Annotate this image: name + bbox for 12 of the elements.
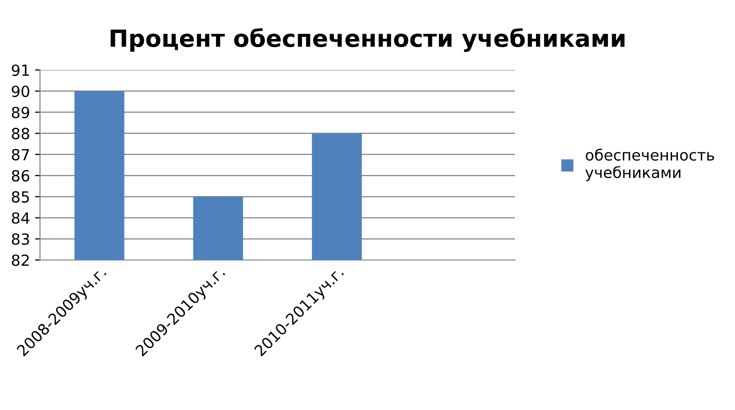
y-tick-label: 91	[12, 64, 29, 76]
y-tick-label: 88	[12, 128, 30, 140]
y-tick-label: 84	[12, 212, 30, 224]
y-tick-label: 85	[12, 191, 29, 203]
y-tick-label: 86	[12, 170, 30, 182]
y-tick-label: 83	[12, 233, 30, 245]
y-tick-label: 87	[12, 148, 29, 160]
chart-title: Процент обеспеченности учебниками	[110, 28, 624, 52]
y-tick-label: 89	[12, 106, 30, 118]
legend-label: обеспеченность учебниками	[585, 148, 714, 182]
y-tick-label: 82	[12, 254, 29, 266]
y-tick-label: 90	[12, 86, 30, 98]
